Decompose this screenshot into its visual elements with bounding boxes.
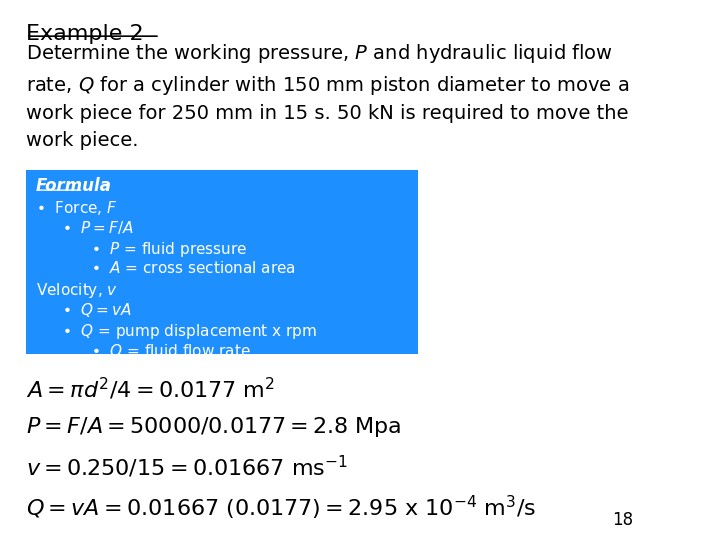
- Text: 18: 18: [612, 511, 633, 529]
- Text: Determine the working pressure, $P$ and hydraulic liquid flow
rate, $Q$ for a cy: Determine the working pressure, $P$ and …: [26, 42, 629, 150]
- Text: •  $P = F / A$: • $P = F / A$: [62, 219, 134, 236]
- Text: $v = 0.250 / 15 = 0.01667$ ms$^{-1}$: $v = 0.250 / 15 = 0.01667$ ms$^{-1}$: [26, 454, 348, 481]
- Text: •  $Q$ = fluid flow rate: • $Q$ = fluid flow rate: [91, 342, 251, 360]
- Text: $A = \pi d^2/4 = 0.0177$ m$^2$: $A = \pi d^2/4 = 0.0177$ m$^2$: [26, 375, 275, 402]
- Text: •  $Q$ = pump displacement x rpm: • $Q$ = pump displacement x rpm: [62, 322, 317, 341]
- Text: Velocity, $v$: Velocity, $v$: [36, 281, 118, 300]
- Text: •  $P$ = fluid pressure: • $P$ = fluid pressure: [91, 240, 248, 259]
- Text: Example 2: Example 2: [26, 24, 144, 44]
- Text: $P = F / A = 50000 / 0.0177 = 2.8$ Mpa: $P = F / A = 50000 / 0.0177 = 2.8$ Mpa: [26, 415, 402, 438]
- Text: •  Force, $F$: • Force, $F$: [36, 199, 117, 217]
- Text: $Q = vA = 0.01667$ $(0.0177) = 2.95$ x $10^{-4}$ m$^3$/s: $Q = vA = 0.01667$ $(0.0177) = 2.95$ x $…: [26, 494, 536, 522]
- Text: Formula: Formula: [36, 177, 112, 195]
- FancyBboxPatch shape: [26, 170, 418, 354]
- Text: •  $Q = vA$: • $Q = vA$: [62, 301, 132, 319]
- Text: •  $A$ = cross sectional area: • $A$ = cross sectional area: [91, 260, 296, 276]
